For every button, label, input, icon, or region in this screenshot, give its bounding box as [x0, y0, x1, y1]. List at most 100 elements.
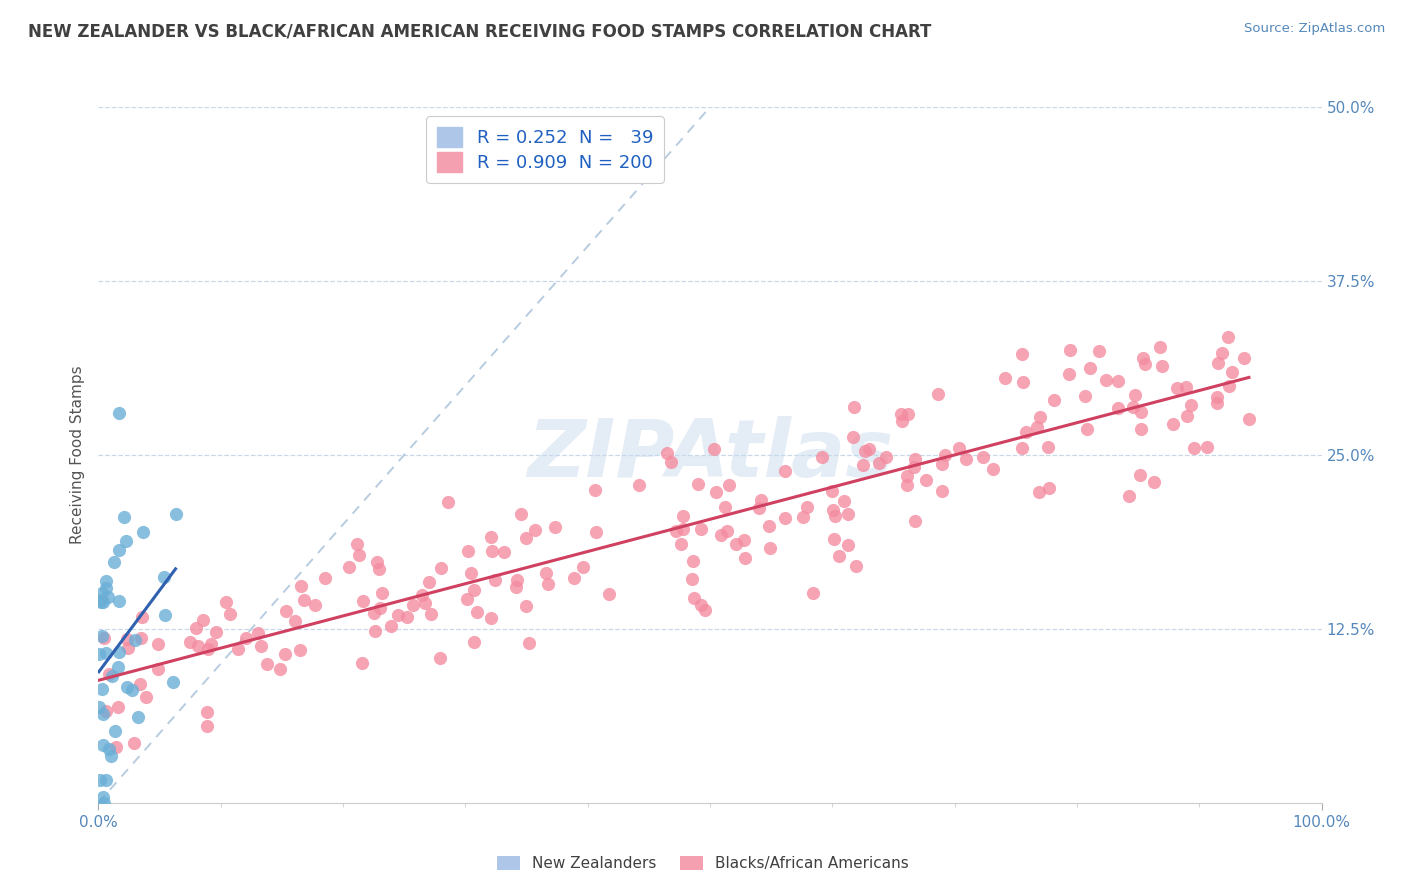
- Point: [572, 559, 595, 574]
- Point: [749, 493, 772, 508]
- Point: [759, 541, 782, 556]
- Point: [292, 593, 315, 607]
- Point: [460, 566, 482, 580]
- Point: [1166, 381, 1188, 395]
- Point: [1029, 410, 1052, 425]
- Point: [1043, 392, 1066, 407]
- Text: Source: ZipAtlas.com: Source: ZipAtlas.com: [1244, 22, 1385, 36]
- Point: [544, 519, 567, 533]
- Point: [890, 407, 912, 421]
- Point: [418, 575, 440, 590]
- Legend: R = 0.252  N =   39, R = 0.909  N = 200: R = 0.252 N = 39, R = 0.909 N = 200: [426, 116, 664, 183]
- Point: [1150, 359, 1173, 373]
- Point: [1129, 405, 1152, 419]
- Point: [598, 587, 620, 601]
- Point: [1025, 419, 1047, 434]
- Point: [972, 450, 994, 465]
- Point: [127, 710, 149, 724]
- Point: [108, 542, 131, 557]
- Point: [1011, 347, 1033, 361]
- Point: [112, 510, 135, 524]
- Point: [1143, 475, 1166, 490]
- Point: [97, 591, 120, 605]
- Point: [897, 407, 920, 421]
- Point: [1038, 481, 1060, 495]
- Point: [837, 508, 859, 522]
- Point: [363, 624, 385, 639]
- Point: [114, 534, 136, 549]
- Point: [107, 406, 129, 420]
- Point: [215, 595, 238, 609]
- Point: [276, 604, 298, 618]
- Point: [94, 646, 117, 660]
- Point: [347, 548, 370, 562]
- Point: [505, 581, 527, 595]
- Point: [420, 607, 443, 622]
- Point: [811, 450, 834, 464]
- Point: [129, 631, 152, 645]
- Point: [413, 597, 436, 611]
- Text: ZIPAtlas: ZIPAtlas: [527, 416, 893, 494]
- Point: [934, 448, 956, 462]
- Point: [269, 662, 291, 676]
- Point: [387, 608, 409, 623]
- Point: [135, 690, 157, 704]
- Point: [304, 598, 326, 612]
- Point: [657, 446, 679, 460]
- Point: [290, 579, 312, 593]
- Point: [1118, 489, 1140, 503]
- Point: [834, 494, 856, 508]
- Point: [429, 560, 451, 574]
- Point: [1074, 389, 1097, 403]
- Point: [717, 478, 740, 492]
- Point: [824, 509, 846, 524]
- Point: [1175, 409, 1198, 423]
- Point: [195, 706, 218, 720]
- Point: [1012, 375, 1035, 389]
- Point: [104, 723, 127, 738]
- Point: [96, 772, 118, 787]
- Point: [534, 566, 557, 580]
- Point: [200, 637, 222, 651]
- Point: [1095, 373, 1118, 387]
- Point: [1211, 346, 1233, 360]
- Point: [671, 508, 693, 523]
- Point: [688, 476, 710, 491]
- Point: [896, 469, 918, 483]
- Point: [479, 611, 502, 625]
- Point: [91, 595, 114, 609]
- Point: [165, 507, 187, 521]
- Point: [1057, 367, 1080, 381]
- Point: [346, 537, 368, 551]
- Point: [903, 459, 925, 474]
- Point: [671, 522, 693, 536]
- Point: [869, 456, 891, 470]
- Point: [96, 704, 118, 718]
- Point: [350, 657, 373, 671]
- Point: [628, 478, 651, 492]
- Point: [852, 458, 875, 473]
- Point: [837, 538, 859, 552]
- Point: [250, 639, 273, 653]
- Point: [131, 524, 153, 539]
- Point: [162, 674, 184, 689]
- Point: [515, 599, 537, 613]
- Point: [100, 749, 122, 764]
- Point: [506, 574, 529, 588]
- Point: [665, 524, 688, 538]
- Point: [131, 610, 153, 624]
- Point: [1087, 343, 1109, 358]
- Point: [1222, 365, 1244, 379]
- Point: [314, 571, 336, 585]
- Point: [537, 577, 560, 591]
- Point: [682, 591, 704, 606]
- Point: [107, 660, 129, 674]
- Point: [981, 462, 1004, 476]
- Point: [256, 657, 278, 672]
- Point: [363, 606, 385, 620]
- Point: [247, 625, 270, 640]
- Point: [1206, 396, 1229, 410]
- Point: [1129, 467, 1152, 482]
- Point: [875, 450, 897, 464]
- Point: [1107, 374, 1129, 388]
